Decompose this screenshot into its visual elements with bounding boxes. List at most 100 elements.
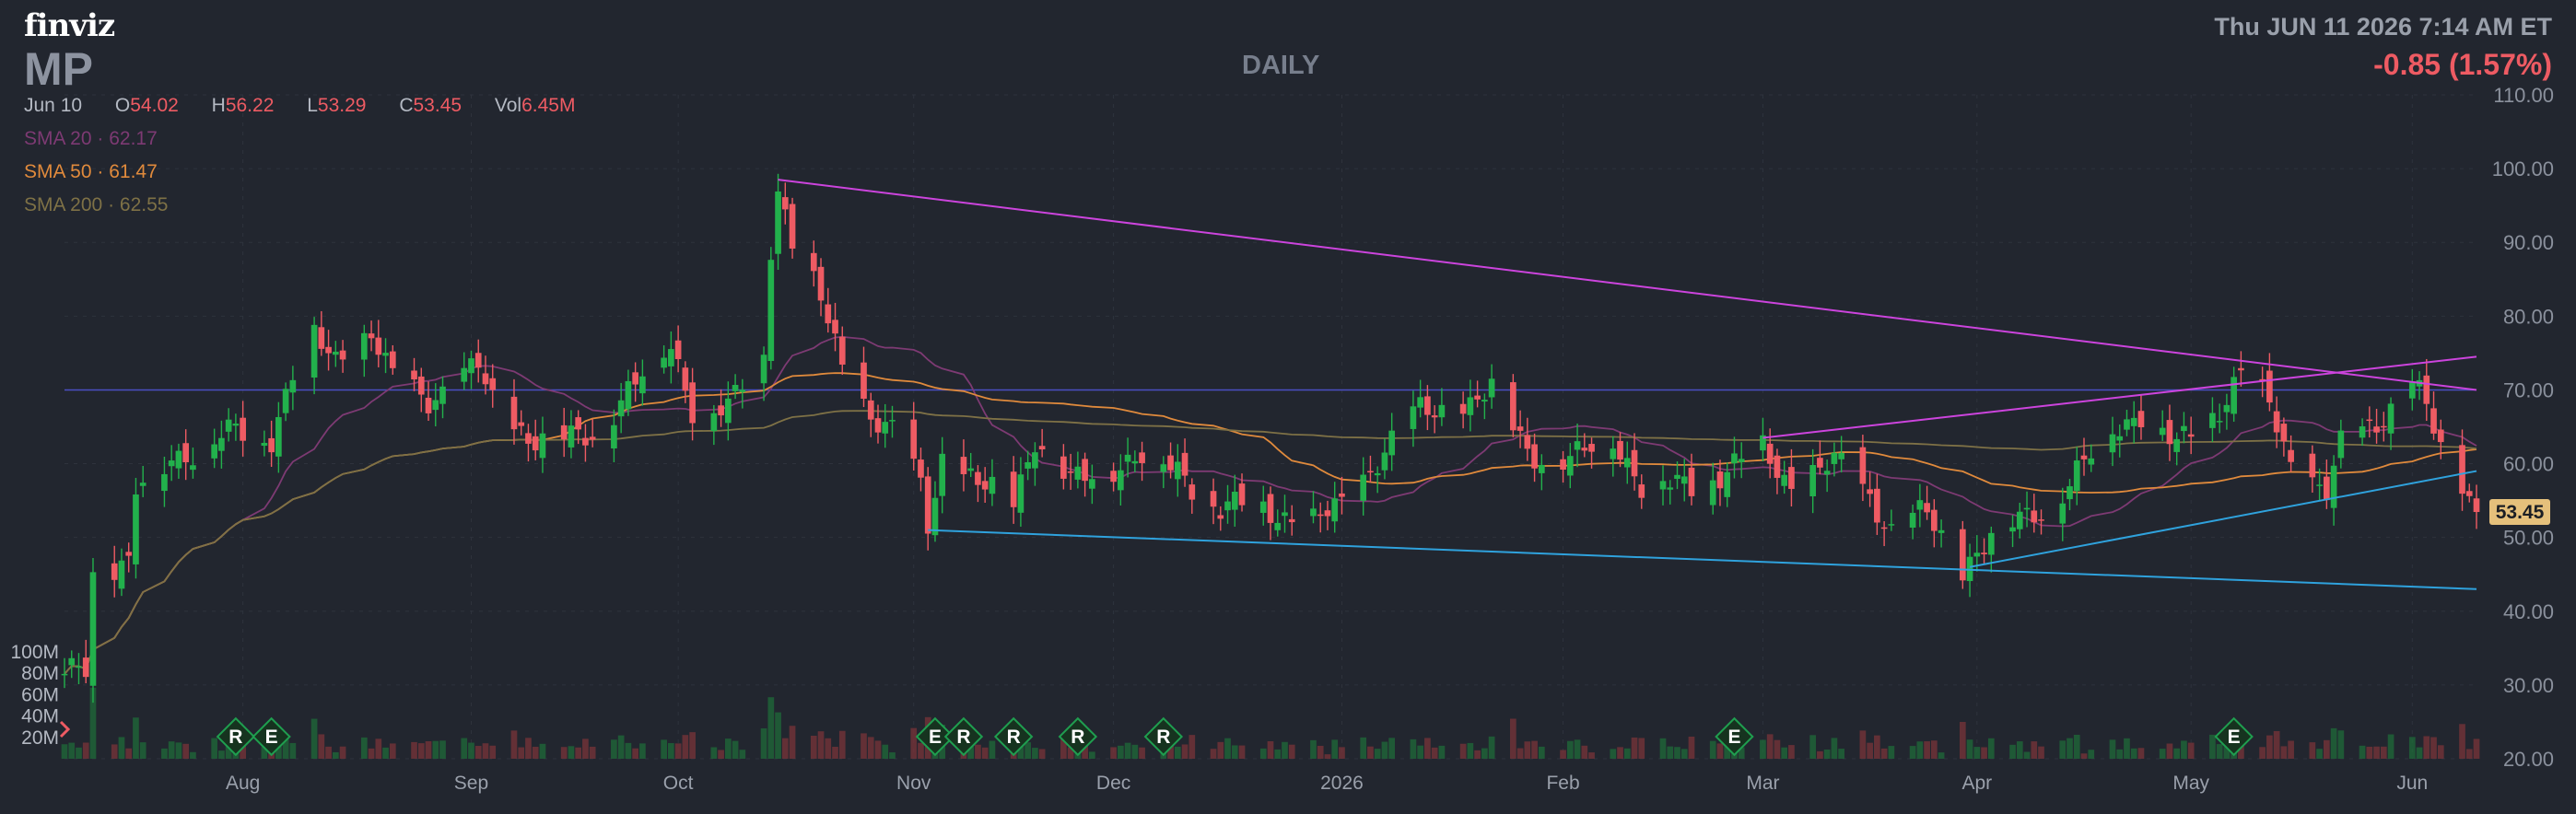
candle-body (1838, 452, 1844, 459)
volume-bar (967, 746, 975, 759)
candle-body (76, 666, 82, 669)
trendline-rising-resistance[interactable] (1762, 355, 2477, 439)
event-label: R (1071, 727, 1084, 748)
volume-bar (661, 739, 667, 759)
volume-bar (1680, 749, 1688, 759)
event-label: E (2228, 727, 2241, 748)
volume-bar (1188, 735, 1196, 759)
candle-body (474, 353, 482, 368)
candle-body (1959, 529, 1966, 581)
volume-bar (360, 737, 368, 759)
candle-body (1388, 430, 1396, 456)
volume-bar (1538, 746, 1545, 759)
event-marker-e[interactable]: E (915, 716, 955, 757)
candle-body (139, 483, 146, 486)
event-marker-r[interactable]: R (1143, 716, 1184, 757)
volume-bar (1959, 721, 1966, 759)
trendline-lower-support[interactable] (928, 529, 2477, 590)
candle-body (882, 422, 889, 434)
event-marker-e[interactable]: E (2214, 716, 2254, 757)
volume-bar (161, 748, 168, 759)
volume-bar (1481, 748, 1488, 759)
volume-bar (739, 750, 746, 759)
finviz-logo[interactable]: finviz (24, 7, 115, 44)
sma-200-legend[interactable]: SMA 200 · 62.55 (24, 194, 168, 216)
event-marker-r[interactable]: R (943, 716, 984, 757)
volume-bar (368, 748, 375, 759)
volume-bar (1267, 740, 1274, 759)
candle-body (1888, 524, 1895, 526)
close-value: 53.45 (413, 95, 463, 116)
volume-bar (190, 751, 196, 759)
candle-body (1067, 471, 1074, 473)
volume-bar (560, 747, 568, 759)
sma-20-legend[interactable]: SMA 20 · 62.17 (24, 128, 158, 150)
event-marker-r[interactable]: R (216, 716, 256, 757)
event-marker-e[interactable]: E (1715, 716, 1754, 757)
volume-bar (2124, 738, 2130, 759)
candle-body (718, 405, 724, 416)
volume-bar (1417, 745, 1423, 759)
volume-bar (1374, 749, 1381, 759)
candle-body (1224, 501, 1231, 511)
trendline-rising-support[interactable] (1969, 470, 2477, 568)
volume-bar (339, 746, 346, 759)
candle-body (1809, 464, 1817, 497)
volume-bar (1987, 738, 1995, 759)
candle-body (1588, 444, 1595, 452)
volume-bar (1217, 741, 1224, 759)
candle-body (867, 400, 874, 420)
event-marker-r[interactable]: R (1058, 716, 1098, 757)
y-tick-label: 80.00 (2503, 305, 2554, 328)
candle-body (289, 379, 297, 393)
event-marker-e[interactable]: E (252, 716, 291, 757)
candle-body (1210, 491, 1217, 507)
trendlines[interactable] (778, 179, 2477, 590)
sma-200-value: 62.55 (119, 194, 169, 215)
last-price-box (2489, 499, 2550, 525)
volume-bar (474, 746, 482, 759)
candle-body (810, 252, 817, 272)
volume-bar (1788, 745, 1795, 759)
volume-bar (1973, 747, 1981, 759)
volume-bar (2359, 745, 2366, 759)
candle-body (1118, 470, 1124, 491)
candle-body (1623, 458, 1631, 468)
candle-body (1181, 452, 1188, 476)
volume-bar (1067, 747, 1074, 759)
candle-body (1874, 488, 1880, 523)
volume-bar (611, 739, 617, 759)
timeframe-label[interactable]: DAILY (1242, 51, 1320, 80)
x-tick-label: Oct (663, 773, 694, 794)
volume-value: 6.45M (521, 95, 576, 116)
candle-body (625, 380, 632, 410)
x-tick-label: Mar (1746, 773, 1779, 794)
volume-bar (1581, 745, 1588, 759)
volume-bar (2109, 739, 2116, 759)
candle-body (639, 376, 646, 394)
volume-bar (2080, 753, 2088, 759)
trendline-upper-resistance[interactable] (778, 179, 2477, 391)
volume-bar (389, 743, 396, 759)
candle-body (1680, 476, 1688, 484)
volume-bar (1823, 749, 1831, 759)
event-marker-r[interactable]: R (993, 716, 1034, 757)
volume-bar (111, 744, 118, 759)
candle-body (1817, 458, 1823, 468)
candle-body (332, 351, 339, 355)
candle-body (2473, 498, 2480, 513)
candle-body (2231, 377, 2237, 414)
candle-body (2116, 436, 2124, 441)
candle-body (817, 266, 825, 301)
candle-body (1381, 452, 1388, 471)
event-diamond (1058, 716, 1098, 757)
ticker-symbol: MP (24, 43, 93, 95)
volume-bar (76, 747, 82, 759)
sma-50-legend[interactable]: SMA 50 · 61.47 (24, 161, 158, 183)
candle-body (1474, 395, 1481, 400)
volume-bar (625, 742, 632, 759)
candle-body (1417, 397, 1423, 408)
y-tick-label: 90.00 (2503, 231, 2554, 254)
